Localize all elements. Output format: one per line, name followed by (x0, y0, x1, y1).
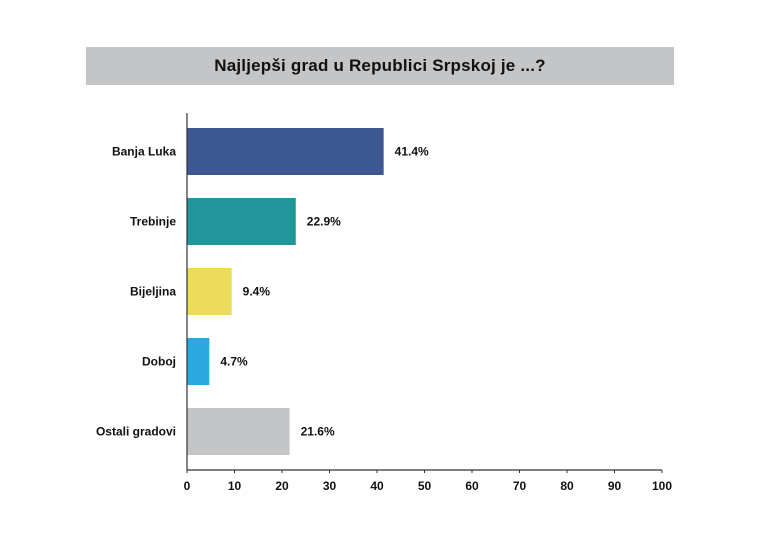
value-label: 4.7% (220, 355, 248, 369)
labels-group: Banja Luka 41.4% Trebinje 22.9% Bijeljina 9.4… (96, 145, 672, 494)
bar (187, 268, 232, 315)
x-tick-label: 40 (370, 479, 384, 493)
value-label: 22.9% (307, 215, 341, 229)
chart-title-bar: Najljepši grad u Republici Srpskoj je ..… (86, 47, 674, 85)
category-label: Bijeljina (130, 285, 176, 299)
x-tick-label: 10 (228, 479, 242, 493)
value-label: 9.4% (243, 285, 271, 299)
x-tick-label: 60 (465, 479, 479, 493)
category-label: Banja Luka (112, 145, 176, 159)
bar (187, 408, 290, 455)
value-label: 41.4% (395, 145, 429, 159)
x-tick-label: 70 (513, 479, 527, 493)
x-tick-label: 50 (418, 479, 432, 493)
x-tick-label: 80 (560, 479, 574, 493)
category-label: Doboj (142, 355, 176, 369)
x-tick-label: 100 (652, 479, 672, 493)
category-label: Ostali gradovi (96, 425, 176, 439)
chart-title: Najljepši grad u Republici Srpskoj je ..… (214, 56, 546, 75)
bars-group (187, 128, 384, 455)
x-tick-label: 30 (323, 479, 337, 493)
x-tick-label: 0 (184, 479, 191, 493)
value-label: 21.6% (301, 425, 335, 439)
x-tick-label: 20 (275, 479, 289, 493)
bar (187, 338, 210, 385)
bar (187, 198, 296, 245)
axes-group (186, 113, 663, 473)
category-label: Trebinje (130, 215, 176, 229)
x-tick-label: 90 (608, 479, 622, 493)
bar (187, 128, 384, 175)
